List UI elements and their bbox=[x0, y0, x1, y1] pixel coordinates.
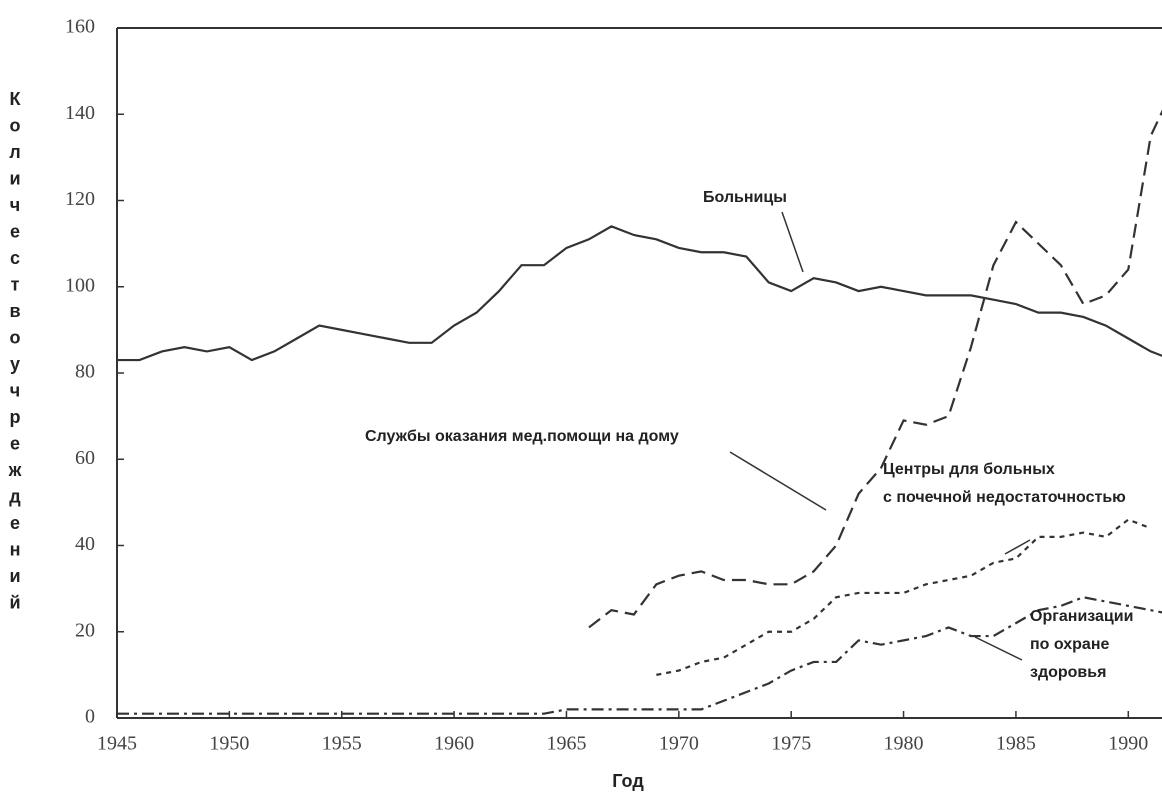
x-tick-label: 1950 bbox=[209, 733, 249, 755]
annotation: Центры для больных bbox=[883, 461, 1055, 478]
y-tick-label: 60 bbox=[75, 447, 95, 469]
leader-line bbox=[974, 636, 1023, 661]
x-tick-label: 1980 bbox=[884, 733, 924, 755]
x-tick-label: 1990 bbox=[1108, 733, 1148, 755]
annotation: с почечной недостаточностью bbox=[883, 489, 1126, 506]
x-tick-label: 1955 bbox=[322, 733, 362, 755]
y-tick-label: 160 bbox=[65, 16, 95, 38]
y-tick-label: 140 bbox=[65, 102, 95, 124]
y-tick-label: 120 bbox=[65, 188, 95, 210]
annotation: Организации bbox=[1030, 608, 1133, 625]
y-tick-label: 40 bbox=[75, 533, 95, 555]
annotation: Службы оказания мед.помощи на дому bbox=[365, 428, 679, 445]
annotation: по охране bbox=[1030, 636, 1109, 653]
series-line bbox=[117, 225, 1162, 362]
x-axis-label: Год bbox=[612, 771, 644, 791]
annotation: здоровья bbox=[1030, 664, 1106, 681]
y-tick-label: 20 bbox=[75, 619, 95, 641]
series-line bbox=[117, 596, 1162, 715]
x-tick-label: 1985 bbox=[996, 733, 1036, 755]
x-tick-label: 1965 bbox=[546, 733, 586, 755]
annotation: Больницы bbox=[703, 189, 787, 206]
x-tick-label: 1960 bbox=[434, 733, 474, 755]
y-tick-label: 100 bbox=[65, 274, 95, 296]
y-tick-label: 80 bbox=[75, 361, 95, 383]
x-tick-label: 1945 bbox=[97, 733, 137, 755]
leader-line bbox=[1004, 539, 1031, 555]
y-tick-label: 0 bbox=[85, 706, 95, 728]
x-tick-label: 1970 bbox=[659, 733, 699, 755]
leader-line bbox=[729, 451, 827, 511]
leader-line bbox=[781, 211, 804, 273]
x-tick-label: 1975 bbox=[771, 733, 811, 755]
series-line bbox=[588, 109, 1162, 629]
plot-area bbox=[117, 109, 1162, 715]
